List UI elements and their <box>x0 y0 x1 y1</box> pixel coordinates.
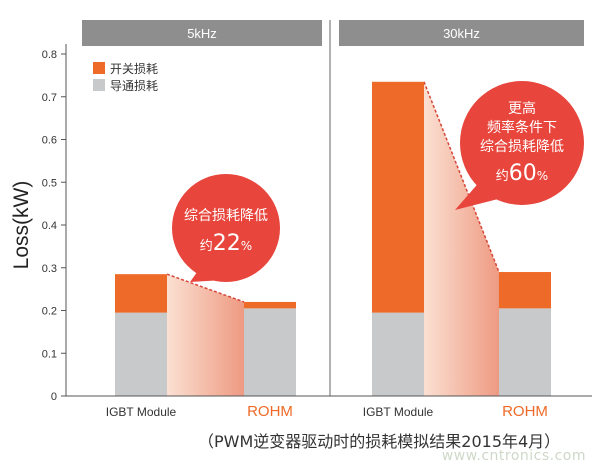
x-category-label: ROHM <box>502 403 548 420</box>
legend-swatch <box>93 79 105 91</box>
reduction-area <box>167 274 244 396</box>
panel-header <box>82 20 322 46</box>
watermark: www.cntronics.com <box>441 448 586 464</box>
panel-header <box>339 20 584 46</box>
callout-text: 综合损耗降低 <box>184 208 268 224</box>
y-tick-label: 0.5 <box>42 177 57 189</box>
reduction-line <box>166 273 245 303</box>
reduction-line <box>423 81 500 273</box>
bar-conduction <box>372 312 424 396</box>
bar-conduction <box>499 308 551 396</box>
legend-label: 导通损耗 <box>110 79 158 93</box>
callout-tail <box>455 179 502 210</box>
callout-text: 频率条件下 <box>487 119 557 136</box>
legend-swatch <box>93 62 105 74</box>
bar-switching <box>244 301 296 309</box>
bar-conduction <box>115 312 167 396</box>
x-category-label: ROHM <box>247 403 293 420</box>
y-tick-label: 0.7 <box>42 92 57 104</box>
legend-label: 开关损耗 <box>110 62 158 76</box>
y-tick-label: 0.4 <box>42 220 57 232</box>
bar-switching <box>372 81 424 313</box>
callout-value: 约60% <box>496 161 548 186</box>
callout-value: 约22% <box>200 231 252 256</box>
bar-switching <box>499 272 551 309</box>
bar-conduction <box>244 308 296 396</box>
x-category-label: IGBT Module <box>363 405 434 419</box>
callout-bubble <box>172 174 280 282</box>
panel-header-label: 5kHz <box>187 26 217 41</box>
y-tick-label: 0.2 <box>42 306 57 318</box>
y-tick-label: 0.8 <box>42 49 57 61</box>
bar-switching <box>115 274 167 313</box>
y-axis-label: Loss(kW) <box>10 181 33 270</box>
y-tick-label: 0.6 <box>42 135 57 147</box>
reduction-area <box>424 81 499 396</box>
panel-header-label: 30kHz <box>443 26 480 41</box>
callout-text: 更高 <box>508 100 536 117</box>
y-tick-label: 0.1 <box>42 348 57 360</box>
y-tick-label: 0 <box>51 391 57 403</box>
x-category-label: IGBT Module <box>106 405 177 419</box>
chart-caption: （PWM逆变器驱动时的损耗模拟结果2015年4月） <box>198 432 561 451</box>
callout-bubble <box>460 81 584 205</box>
y-tick-label: 0.3 <box>42 263 57 275</box>
callout-text: 综合损耗降低 <box>480 139 564 155</box>
